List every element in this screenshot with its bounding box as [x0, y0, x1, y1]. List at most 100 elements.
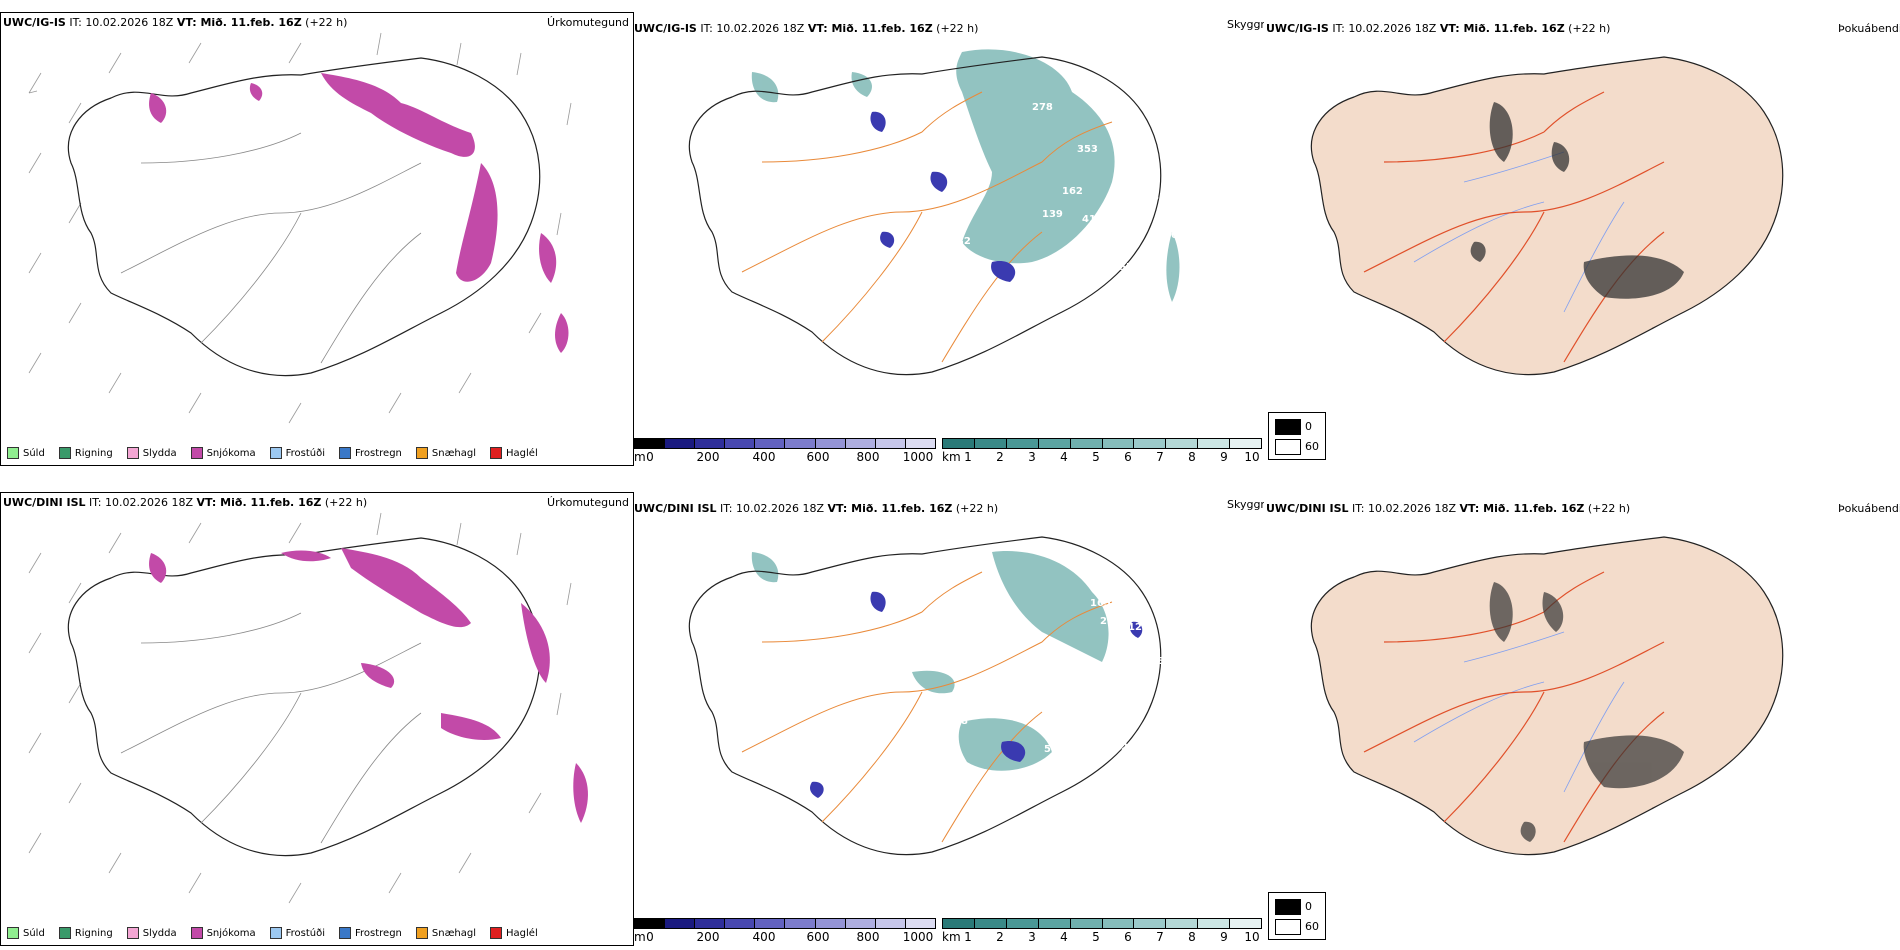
- fog-panel-top: UWC/IG-IS IT: 10.02.2026 18Z VT: Mið. 11…: [1264, 12, 1900, 432]
- colorbar-tick: 2: [996, 450, 1004, 464]
- colorbar-strip: [634, 918, 936, 929]
- snow-areas: [149, 73, 569, 353]
- legend-item: Súld: [7, 447, 45, 459]
- map-label: 353: [1077, 144, 1098, 155]
- map-label: 83: [1152, 192, 1166, 203]
- map-label: 162: [1062, 186, 1083, 197]
- wind-barbs: [28, 512, 572, 904]
- map-label: 320: [1107, 236, 1128, 247]
- map-label: 25: [1100, 616, 1114, 627]
- visibility-colorbar-bottom: km 1 2 3 4 5 6 7 8 9 10: [942, 918, 1262, 948]
- map-labels: 165 125 25 407 523 89 84 27 95 121 534 1…: [954, 598, 1203, 755]
- visibility-panel-top: UWC/IG-IS IT: 10.02.2026 18Z VT: Mið. 11…: [632, 12, 1264, 464]
- colorbar-tick: 3: [1028, 930, 1036, 944]
- colorbar-tick: 0: [646, 930, 654, 944]
- colorbar-strip: [942, 438, 1262, 449]
- ceiling-areas: [810, 591, 1143, 798]
- cloud-label-high: 0: [1305, 420, 1312, 433]
- colorbar-tick: 0: [646, 450, 654, 464]
- colorbar-tick: 5: [1092, 450, 1100, 464]
- panel-title: UWC/IG-IS IT: 10.02.2026 18Z VT: Mið. 11…: [1266, 22, 1611, 35]
- colorbar-tick: 3: [1028, 450, 1036, 464]
- map-label: 121: [1114, 742, 1135, 753]
- panel-field-label: Úrkomutegund: [547, 16, 629, 29]
- legend-swatch: [339, 447, 351, 459]
- fog-panel-bottom: UWC/DINI ISL IT: 10.02.2026 18Z VT: Mið.…: [1264, 492, 1900, 912]
- panel-field-label: Úrkomutegund: [547, 496, 629, 509]
- map-label: 288: [1047, 259, 1068, 270]
- legend-swatch: [126, 927, 139, 939]
- colorbar-strip: [942, 918, 1262, 929]
- cloud-label-low: 60: [1305, 920, 1319, 933]
- road-lines: [120, 132, 422, 364]
- road-lines: [741, 571, 1113, 843]
- map-label: 414: [1082, 214, 1103, 225]
- colorbar-tick: 1: [964, 450, 972, 464]
- colorbar-unit: m: [634, 930, 646, 944]
- legend-item: Snæhagl: [415, 927, 476, 939]
- legend-swatch: [7, 447, 19, 459]
- iceland-map: [1310, 56, 1784, 376]
- iceland-outline: [67, 57, 541, 377]
- legend-item: Snæhagl: [415, 447, 476, 459]
- colorbar-tick: 200: [696, 930, 720, 944]
- cloud-legend-top: 0 60: [1268, 412, 1326, 460]
- map-label: 27: [1048, 702, 1062, 713]
- legend-swatch: [339, 927, 351, 939]
- panel-field-label: Skyggni: [1227, 498, 1264, 511]
- legend-swatch: [269, 447, 282, 459]
- legend-swatch: [58, 447, 71, 459]
- rivers: [1413, 631, 1625, 793]
- cloud-swatch-low: [1275, 919, 1301, 935]
- panel-title: UWC/DINI ISL IT: 10.02.2026 18Z VT: Mið.…: [3, 496, 368, 509]
- legend-item: Snjókoma: [190, 927, 256, 939]
- colorbar-tick: 4: [1060, 450, 1068, 464]
- cloud-swatch-high: [1275, 899, 1301, 915]
- precip-type-panel-bottom: UWC/DINI ISL IT: 10.02.2026 18Z VT: Mið.…: [0, 492, 634, 946]
- map-label: 64: [944, 96, 958, 107]
- map-label: 365: [1172, 166, 1193, 177]
- colorbar-tick: 6: [1124, 930, 1132, 944]
- map-label: 288: [1024, 272, 1045, 283]
- legend-item: Slydda: [126, 927, 177, 939]
- colorbar-tick: 8: [1188, 930, 1196, 944]
- colorbar-tick: 600: [806, 450, 830, 464]
- road-lines: [741, 91, 1113, 363]
- map-label: 271: [1120, 162, 1141, 173]
- colorbar-tick: 400: [752, 930, 776, 944]
- snow-areas: [149, 548, 588, 823]
- panel-field-label: Þokuábendi: [1838, 502, 1900, 515]
- legend-swatch: [190, 927, 203, 939]
- legend-item: Frostregn: [339, 447, 402, 459]
- ceiling-colorbar-bottom: m 0 200 400 600 800 1000: [634, 918, 936, 948]
- legend-item: Haglél: [490, 927, 538, 939]
- map-label: 139: [1042, 209, 1063, 220]
- precip-type-panel-top: UWC/IG-IS IT: 10.02.2026 18Z VT: Mið. 11…: [0, 12, 634, 466]
- map-label: 407: [1182, 666, 1203, 677]
- colorbar-tick: 800: [856, 450, 880, 464]
- legend-item: Rigning: [58, 927, 113, 939]
- map-label: 18: [954, 716, 968, 727]
- legend-swatch: [415, 927, 428, 939]
- visibility-areas: [751, 551, 1109, 771]
- iceland-map: 82 64 278 353 271 365 162 83 139 414 288…: [688, 49, 1193, 376]
- iceland-map: 165 125 25 407 523 89 84 27 95 121 534 1…: [688, 536, 1203, 856]
- colorbar-tick: 10: [1244, 450, 1260, 464]
- map-label: 84: [1058, 658, 1072, 669]
- legend-swatch: [58, 927, 71, 939]
- land-fill: [1310, 536, 1784, 856]
- legend-swatch: [126, 447, 139, 459]
- wind-barbs: [28, 32, 572, 424]
- colorbar-unit: m: [634, 450, 646, 464]
- cloud-swatch-high: [1275, 419, 1301, 435]
- map-label: 165: [1090, 598, 1111, 609]
- colorbar-tick: 1000: [902, 930, 934, 944]
- colorbar-tick: 5: [1092, 930, 1100, 944]
- colorbar-unit: km: [942, 450, 961, 464]
- colorbar-tick: 2: [996, 930, 1004, 944]
- panel-title: UWC/IG-IS IT: 10.02.2026 18Z VT: Mið. 11…: [3, 16, 348, 29]
- iceland-map: [1310, 536, 1784, 856]
- precip-legend: Súld Rigning Slydda Snjókoma Frostúði Fr…: [7, 927, 538, 939]
- map-label: 125: [1128, 622, 1149, 633]
- panel-title: UWC/DINI ISL IT: 10.02.2026 18Z VT: Mið.…: [634, 502, 999, 515]
